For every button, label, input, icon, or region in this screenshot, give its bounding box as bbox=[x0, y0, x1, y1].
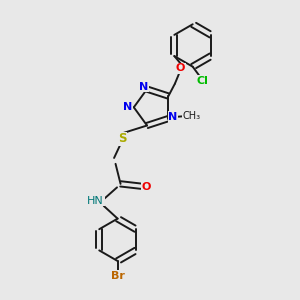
Text: O: O bbox=[176, 63, 185, 74]
Text: HN: HN bbox=[87, 196, 104, 206]
Text: N: N bbox=[139, 82, 148, 92]
Text: Br: Br bbox=[111, 271, 124, 281]
Text: CH₃: CH₃ bbox=[183, 111, 201, 121]
Text: N: N bbox=[123, 102, 133, 112]
Text: Cl: Cl bbox=[196, 76, 208, 86]
Text: O: O bbox=[142, 182, 151, 192]
Text: S: S bbox=[118, 132, 126, 145]
Text: N: N bbox=[168, 112, 178, 122]
